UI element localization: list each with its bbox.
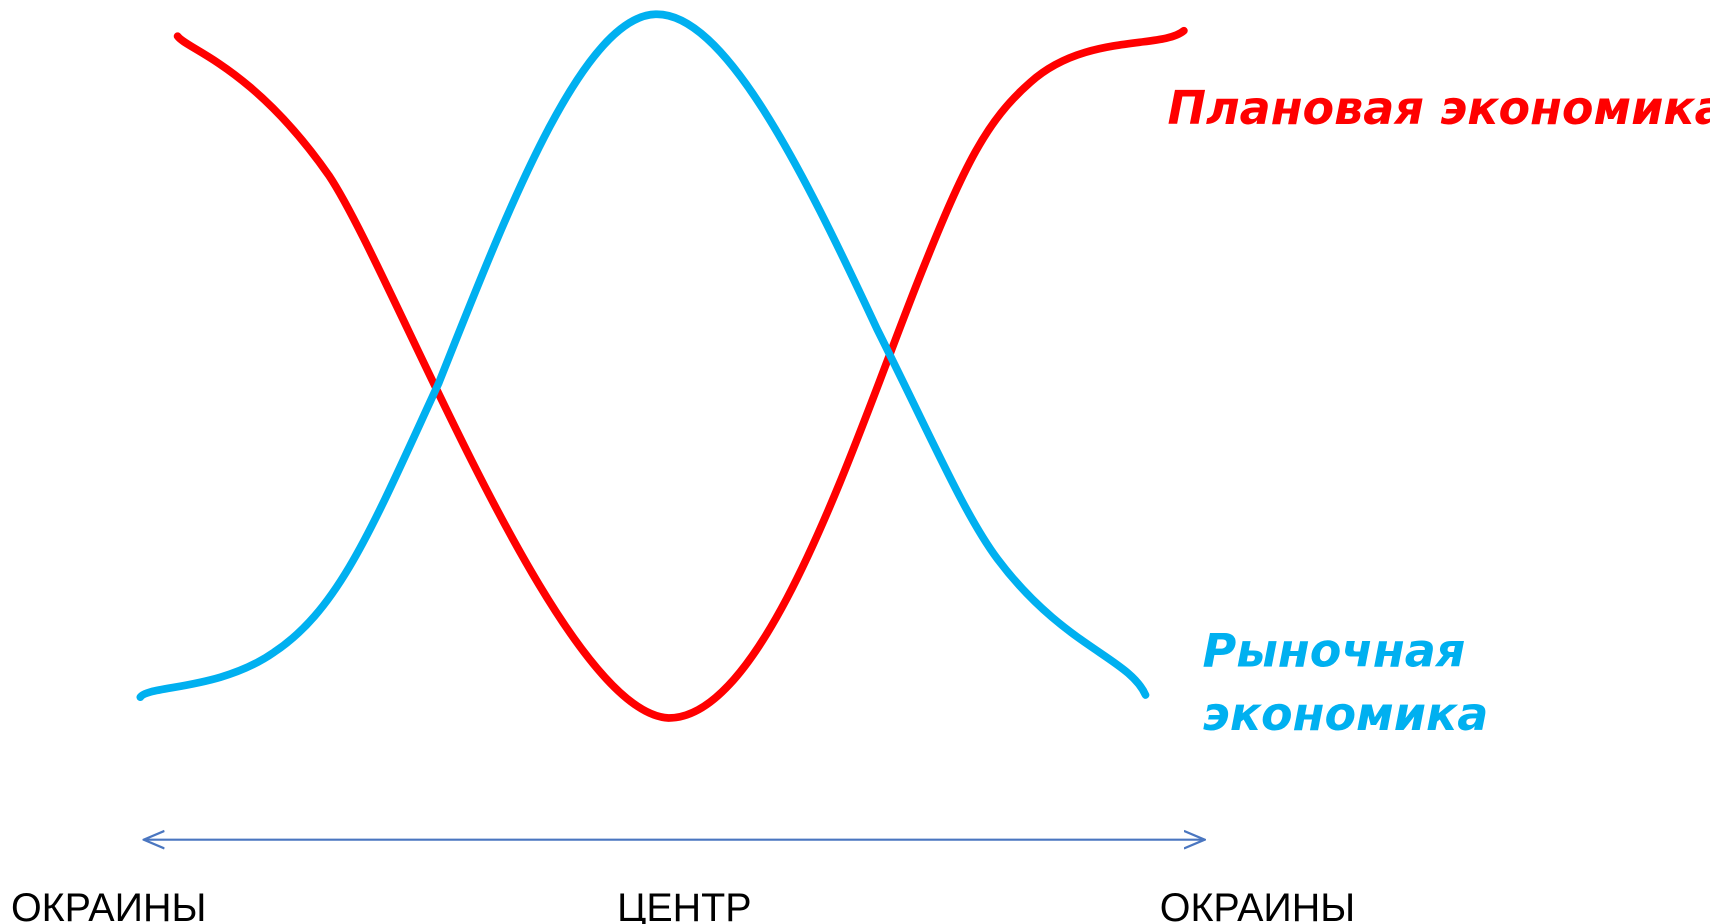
axis-label: ОКРАИНЫ xyxy=(11,886,206,924)
drawing: Плановая экономика Рыночная экономика ОК… xyxy=(11,10,1710,924)
planned-curve xyxy=(173,26,1188,722)
market-curve xyxy=(136,10,1150,702)
axis-label: ЦЕНТР xyxy=(617,886,751,924)
market-label: Рыночная xyxy=(1203,623,1466,677)
planned-label: Плановая экономика xyxy=(1167,81,1710,135)
axis-label: ОКРАИНЫ xyxy=(1160,886,1355,924)
market-label: экономика xyxy=(1203,687,1489,741)
